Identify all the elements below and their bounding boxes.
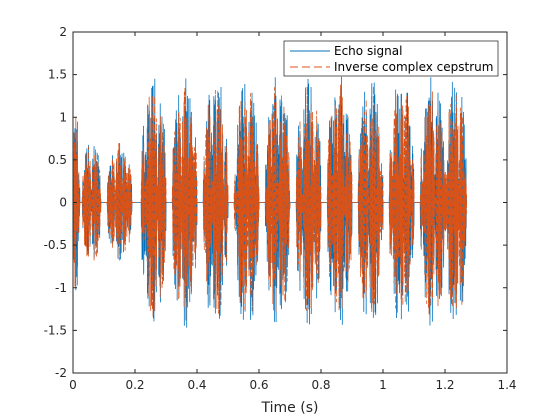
- y-tick-label: 1.5: [48, 68, 67, 82]
- legend-label-echo-signal: Echo signal: [334, 44, 402, 58]
- legend: Echo signal Inverse complex cepstrum: [283, 40, 499, 77]
- y-tick-label: 0.5: [48, 153, 67, 167]
- x-tick-label: 1.4: [497, 378, 516, 392]
- x-tick-label: 0.2: [125, 378, 144, 392]
- x-axis-label: Time (s): [261, 400, 319, 416]
- x-axis-ticks: 0 0.2 0.4 0.6 0.8 1 1.2 1.4: [69, 32, 517, 392]
- x-tick-label: 0.4: [187, 378, 206, 392]
- series-line-inverse-complex-cepstrum: [73, 84, 468, 321]
- x-tick-label: 0.6: [249, 378, 268, 392]
- y-axis-ticks: -2 -1.5 -1 -0.5 0 0.5 1 1.5 2: [44, 25, 507, 380]
- plot-area: 0 0.2 0.4 0.6 0.8 1 1.2 1.4 -2 -1.5 -1 -0.5 0 0.5 1 1.…: [44, 25, 517, 416]
- x-tick-label: 0.8: [311, 378, 330, 392]
- y-tick-label: -2: [55, 366, 67, 380]
- y-tick-label: 1: [59, 110, 67, 124]
- x-tick-label: 1.2: [435, 378, 454, 392]
- y-tick-label: -0.5: [44, 238, 67, 252]
- x-tick-label: 1: [379, 378, 387, 392]
- y-tick-label: -1.5: [44, 323, 67, 337]
- series-layer: [73, 76, 468, 328]
- y-tick-label: 0: [59, 196, 67, 210]
- legend-box: [283, 40, 499, 77]
- legend-label-inverse-complex-cepstrum: Inverse complex cepstrum: [334, 60, 493, 74]
- y-tick-label: -1: [55, 281, 67, 295]
- y-tick-label: 2: [59, 25, 67, 39]
- x-tick-label: 0: [69, 378, 77, 392]
